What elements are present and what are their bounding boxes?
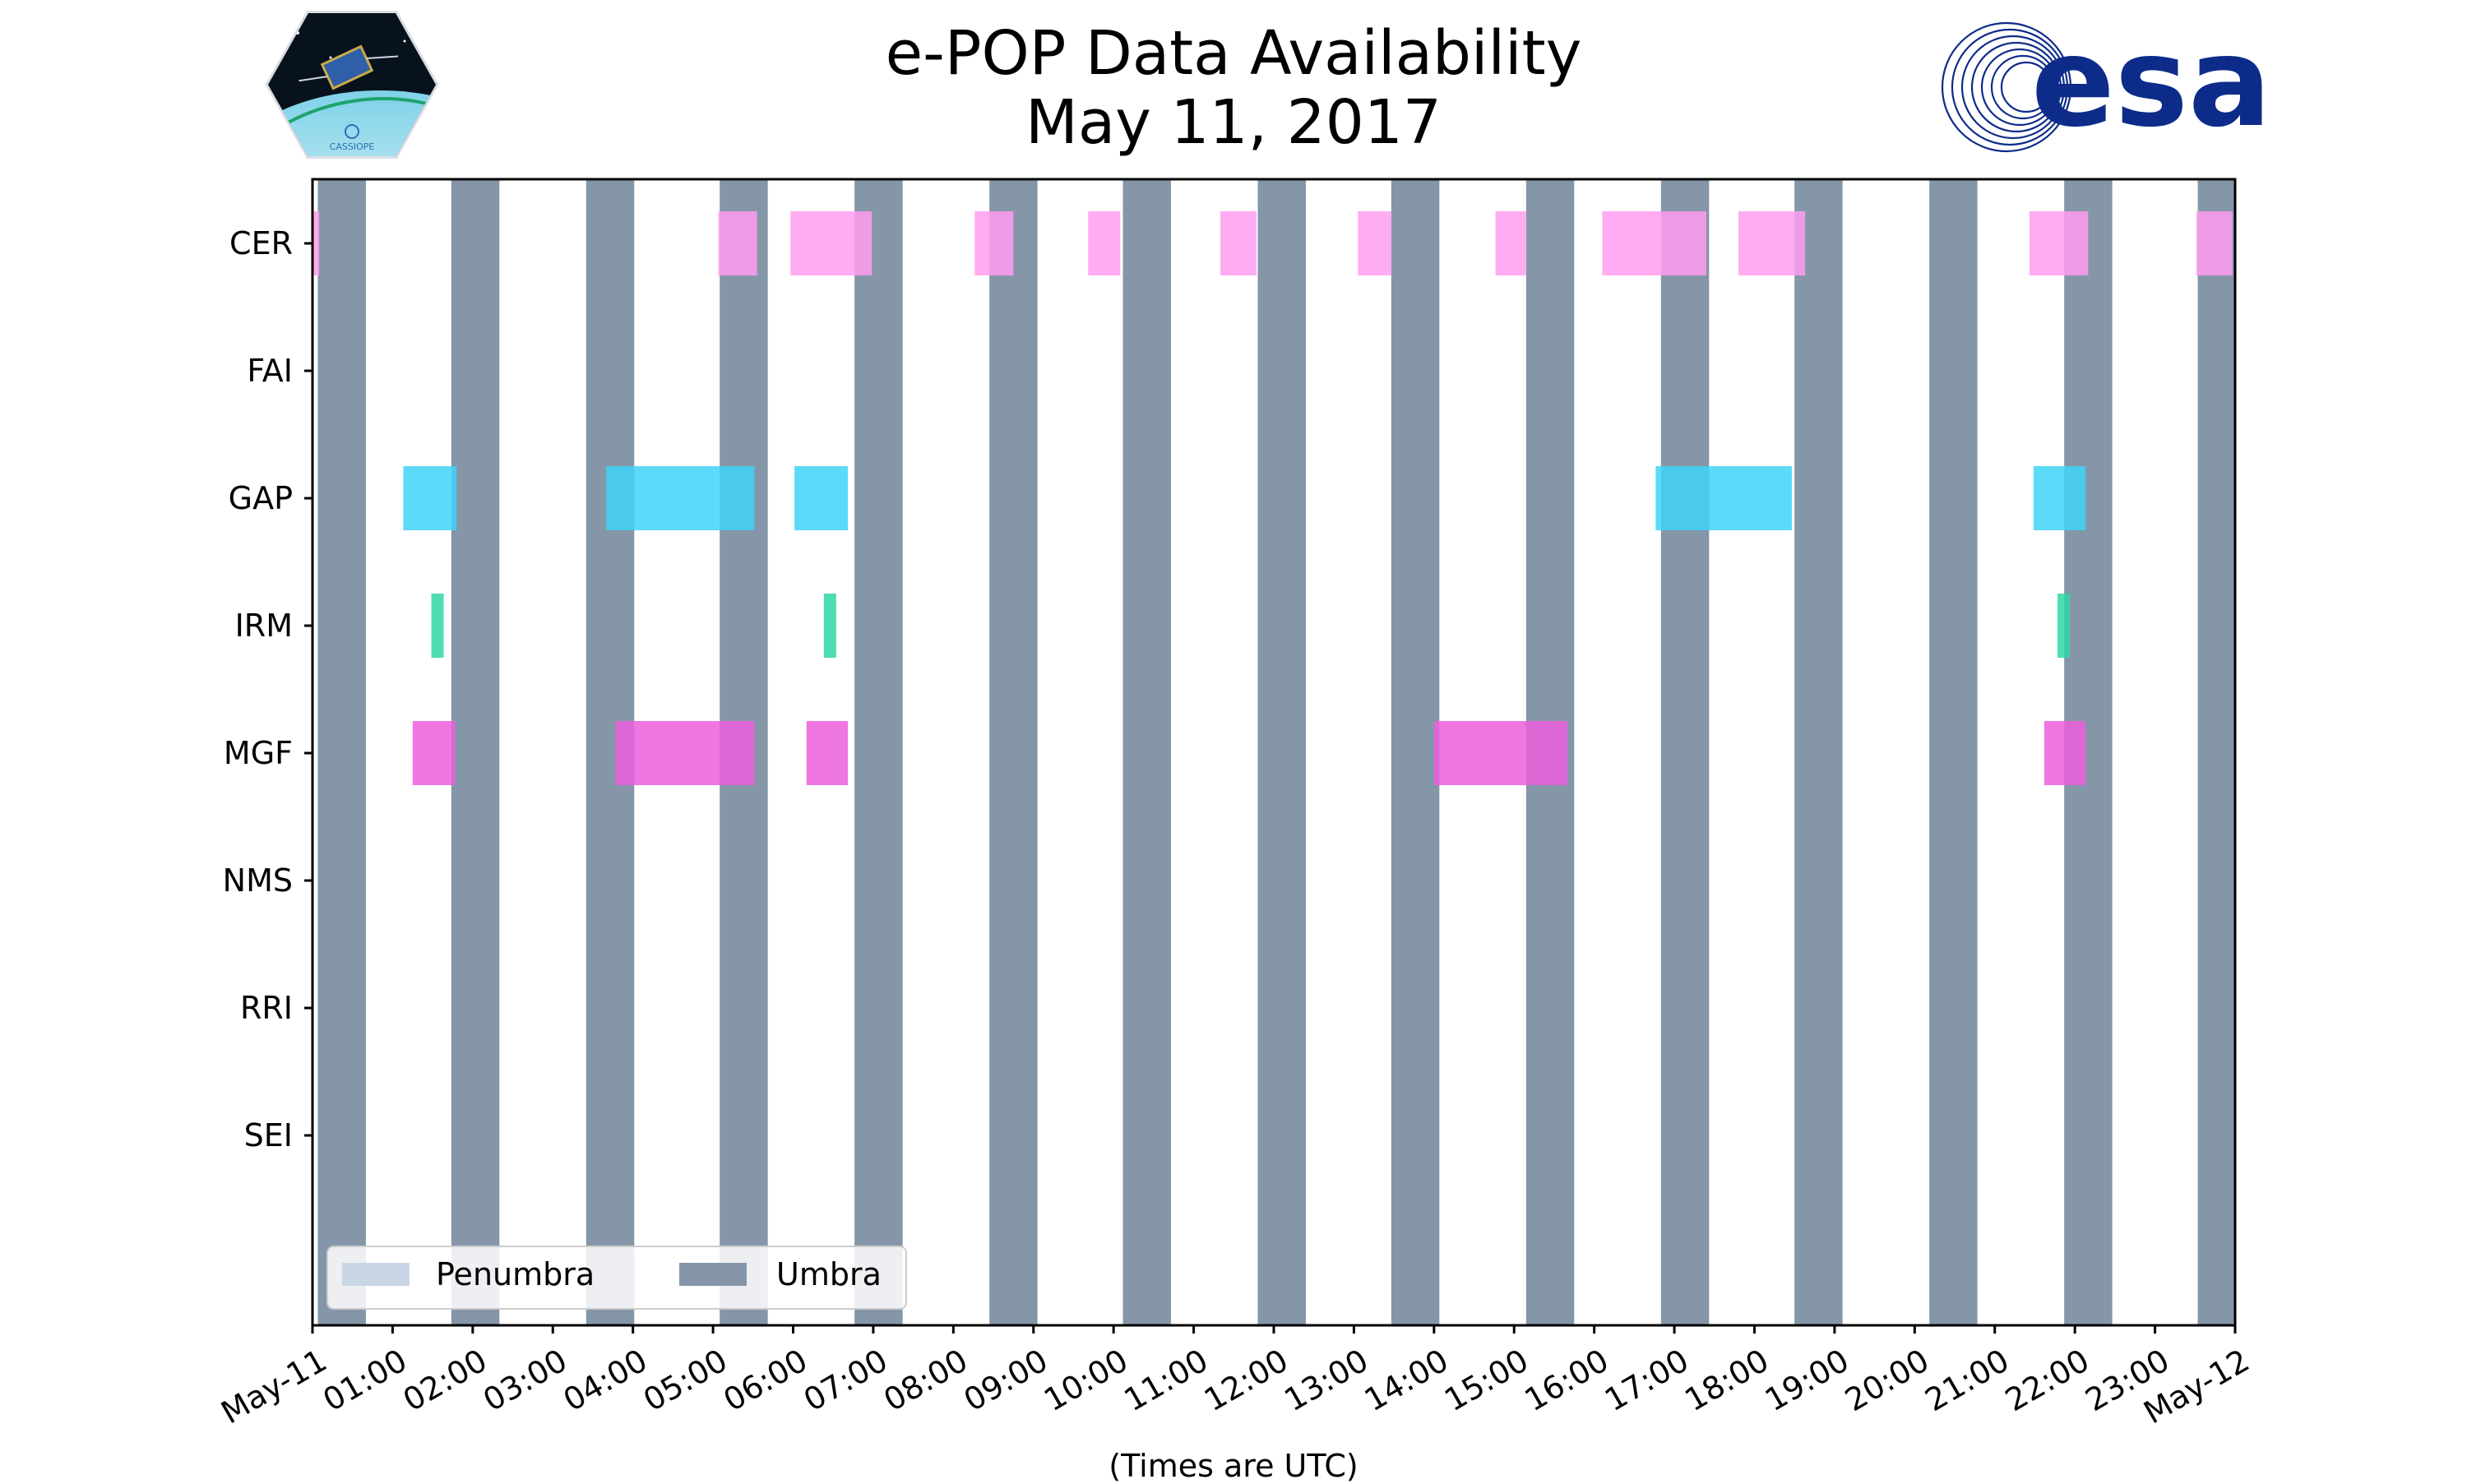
- bar-cer: [1495, 211, 1526, 275]
- umbra-band: [1391, 179, 1440, 1325]
- umbra-band: [854, 179, 903, 1325]
- x-tick-label: 21:00: [1919, 1342, 2016, 1418]
- y-tick-label: RRI: [240, 990, 293, 1026]
- bar-irm: [823, 594, 836, 658]
- umbra-band: [1122, 179, 1171, 1325]
- bar-cer: [312, 211, 320, 275]
- bar-cer: [2029, 211, 2089, 275]
- x-tick-label: 14:00: [1358, 1342, 1455, 1418]
- bar-cer: [1358, 211, 1391, 275]
- bar-cer: [718, 211, 757, 275]
- chart-subtitle: May 11, 2017: [1025, 87, 1442, 158]
- bar-cer: [1602, 211, 1707, 275]
- umbra-band: [1660, 179, 1710, 1325]
- bar-gap: [794, 466, 849, 530]
- x-tick-label: 12:00: [1198, 1342, 1294, 1418]
- umbra-band: [317, 179, 366, 1325]
- x-tick-label: 02:00: [397, 1342, 493, 1418]
- bar-mgf: [1433, 721, 1568, 785]
- x-tick-label: 18:00: [1678, 1342, 1775, 1418]
- esa-logo: esa: [1941, 20, 2271, 155]
- x-tick-label: 13:00: [1278, 1342, 1374, 1418]
- bar-cer: [1738, 211, 1806, 275]
- x-tick-label: 03:00: [477, 1342, 573, 1418]
- bar-cer: [974, 211, 1014, 275]
- y-tick-label: FAI: [247, 353, 293, 389]
- legend-label-penumbra: Penumbra: [436, 1256, 595, 1292]
- y-axis-ticks: CER FAI GAP IRM MGF NMS RRI SEI: [223, 225, 312, 1153]
- x-tick-label: 09:00: [958, 1342, 1054, 1418]
- bar-cer: [1088, 211, 1121, 275]
- y-tick-label: SEI: [244, 1117, 293, 1153]
- umbra-band: [2197, 179, 2235, 1325]
- x-tick-label: 16:00: [1519, 1342, 1615, 1418]
- y-tick-label: CER: [229, 225, 293, 261]
- bar-mgf: [806, 721, 849, 785]
- x-tick-label: 22:00: [1999, 1342, 2095, 1418]
- x-tick-label: 15:00: [1438, 1342, 1534, 1418]
- bar-mgf: [2043, 721, 2086, 785]
- legend: Penumbra Umbra: [326, 1246, 907, 1310]
- chart-title: e-POP Data Availability: [885, 18, 1582, 89]
- bar-mgf: [412, 721, 456, 785]
- x-tick-label: May-11: [215, 1342, 333, 1431]
- x-tick-label: 06:00: [717, 1342, 813, 1418]
- bar-irm: [2057, 594, 2071, 658]
- x-axis-label: (Times are UTC): [1109, 1448, 1358, 1484]
- bar-irm: [431, 594, 444, 658]
- x-tick-label: 10:00: [1038, 1342, 1134, 1418]
- x-tick-label: 08:00: [877, 1342, 974, 1418]
- bar-gap: [2033, 466, 2086, 530]
- legend-swatch-umbra: [679, 1263, 747, 1286]
- legend-swatch-penumbra: [342, 1263, 410, 1286]
- data-bars: [312, 211, 2233, 785]
- x-tick-label: 01:00: [317, 1342, 413, 1418]
- bar-gap: [1655, 466, 1792, 530]
- y-tick-label: GAP: [229, 480, 293, 516]
- y-tick-label: MGF: [224, 735, 293, 771]
- x-tick-label: 17:00: [1599, 1342, 1695, 1418]
- bar-cer: [1220, 211, 1257, 275]
- umbra-band: [451, 179, 500, 1325]
- umbra-band: [1929, 179, 1978, 1325]
- bar-gap: [606, 466, 755, 530]
- y-tick-label: NMS: [223, 862, 293, 899]
- umbra-band: [1794, 179, 1843, 1325]
- cassiope-logo: CASSIOPE: [265, 11, 439, 159]
- bar-cer: [790, 211, 872, 275]
- x-tick-label: 05:00: [637, 1342, 734, 1418]
- x-tick-label: 11:00: [1118, 1342, 1214, 1418]
- umbra-bands: [317, 179, 2235, 1325]
- x-axis-ticks: May-1101:0002:0003:0004:0005:0006:0007:0…: [215, 1325, 2256, 1431]
- legend-box: [326, 1246, 907, 1310]
- legend-label-umbra: Umbra: [776, 1256, 882, 1292]
- x-tick-label: 07:00: [798, 1342, 894, 1418]
- bar-cer: [2196, 211, 2233, 275]
- x-tick-label: 19:00: [1759, 1342, 1855, 1418]
- x-tick-label: 20:00: [1839, 1342, 1935, 1418]
- y-tick-label: IRM: [235, 608, 293, 644]
- cassiope-logo-text: CASSIOPE: [330, 141, 375, 152]
- bar-gap: [403, 466, 457, 530]
- x-tick-label: 04:00: [558, 1342, 654, 1418]
- esa-logo-text: esa: [2031, 20, 2271, 155]
- umbra-band: [1257, 179, 1306, 1325]
- bar-mgf: [615, 721, 755, 785]
- umbra-band: [989, 179, 1038, 1325]
